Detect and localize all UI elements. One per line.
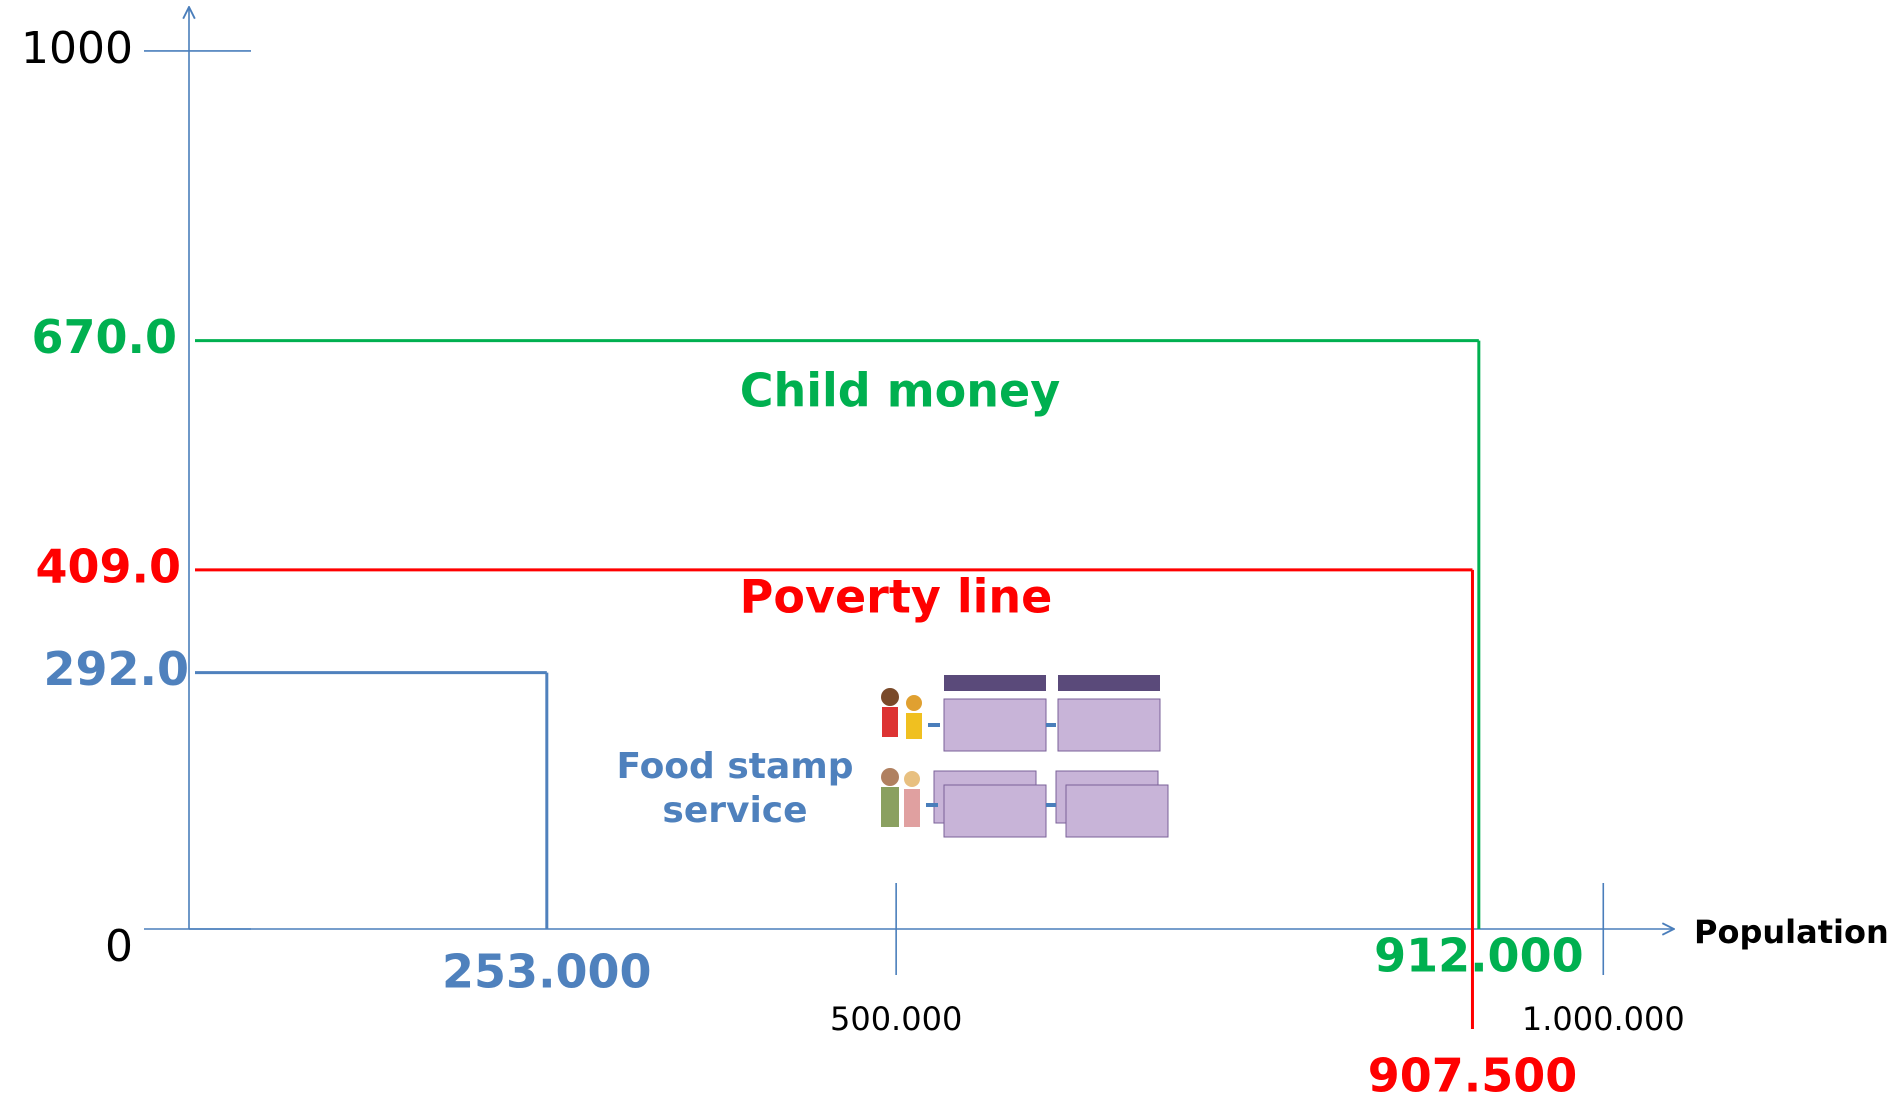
population-label: 253.000	[442, 945, 652, 999]
series-name: Poverty line	[740, 570, 1053, 624]
threshold-label: 409.0	[35, 539, 181, 593]
page: Population 0 1000 500.000 1.000.000 670.0 912.…	[0, 0, 1901, 1102]
threshold-label: 670.0	[31, 310, 177, 364]
population-label: 912.000	[1374, 929, 1584, 983]
y-tick-label: 1000	[21, 23, 133, 74]
series-name: Food stamp service	[605, 745, 865, 833]
chart: Population 0 1000 500.000 1.000.000 670.0 912.…	[0, 0, 1901, 1102]
y-tick-label: 0	[105, 921, 133, 972]
coupon-illustration	[881, 675, 1168, 837]
x-axis-label: Population	[1694, 913, 1889, 951]
x-tick-label: 1.000.000	[1522, 1000, 1685, 1038]
threshold-label: 292.0	[43, 642, 189, 696]
x-tick-label: 500.000	[830, 1000, 962, 1038]
population-label: 907.500	[1368, 1049, 1578, 1102]
series-name: Child money	[740, 364, 1060, 418]
